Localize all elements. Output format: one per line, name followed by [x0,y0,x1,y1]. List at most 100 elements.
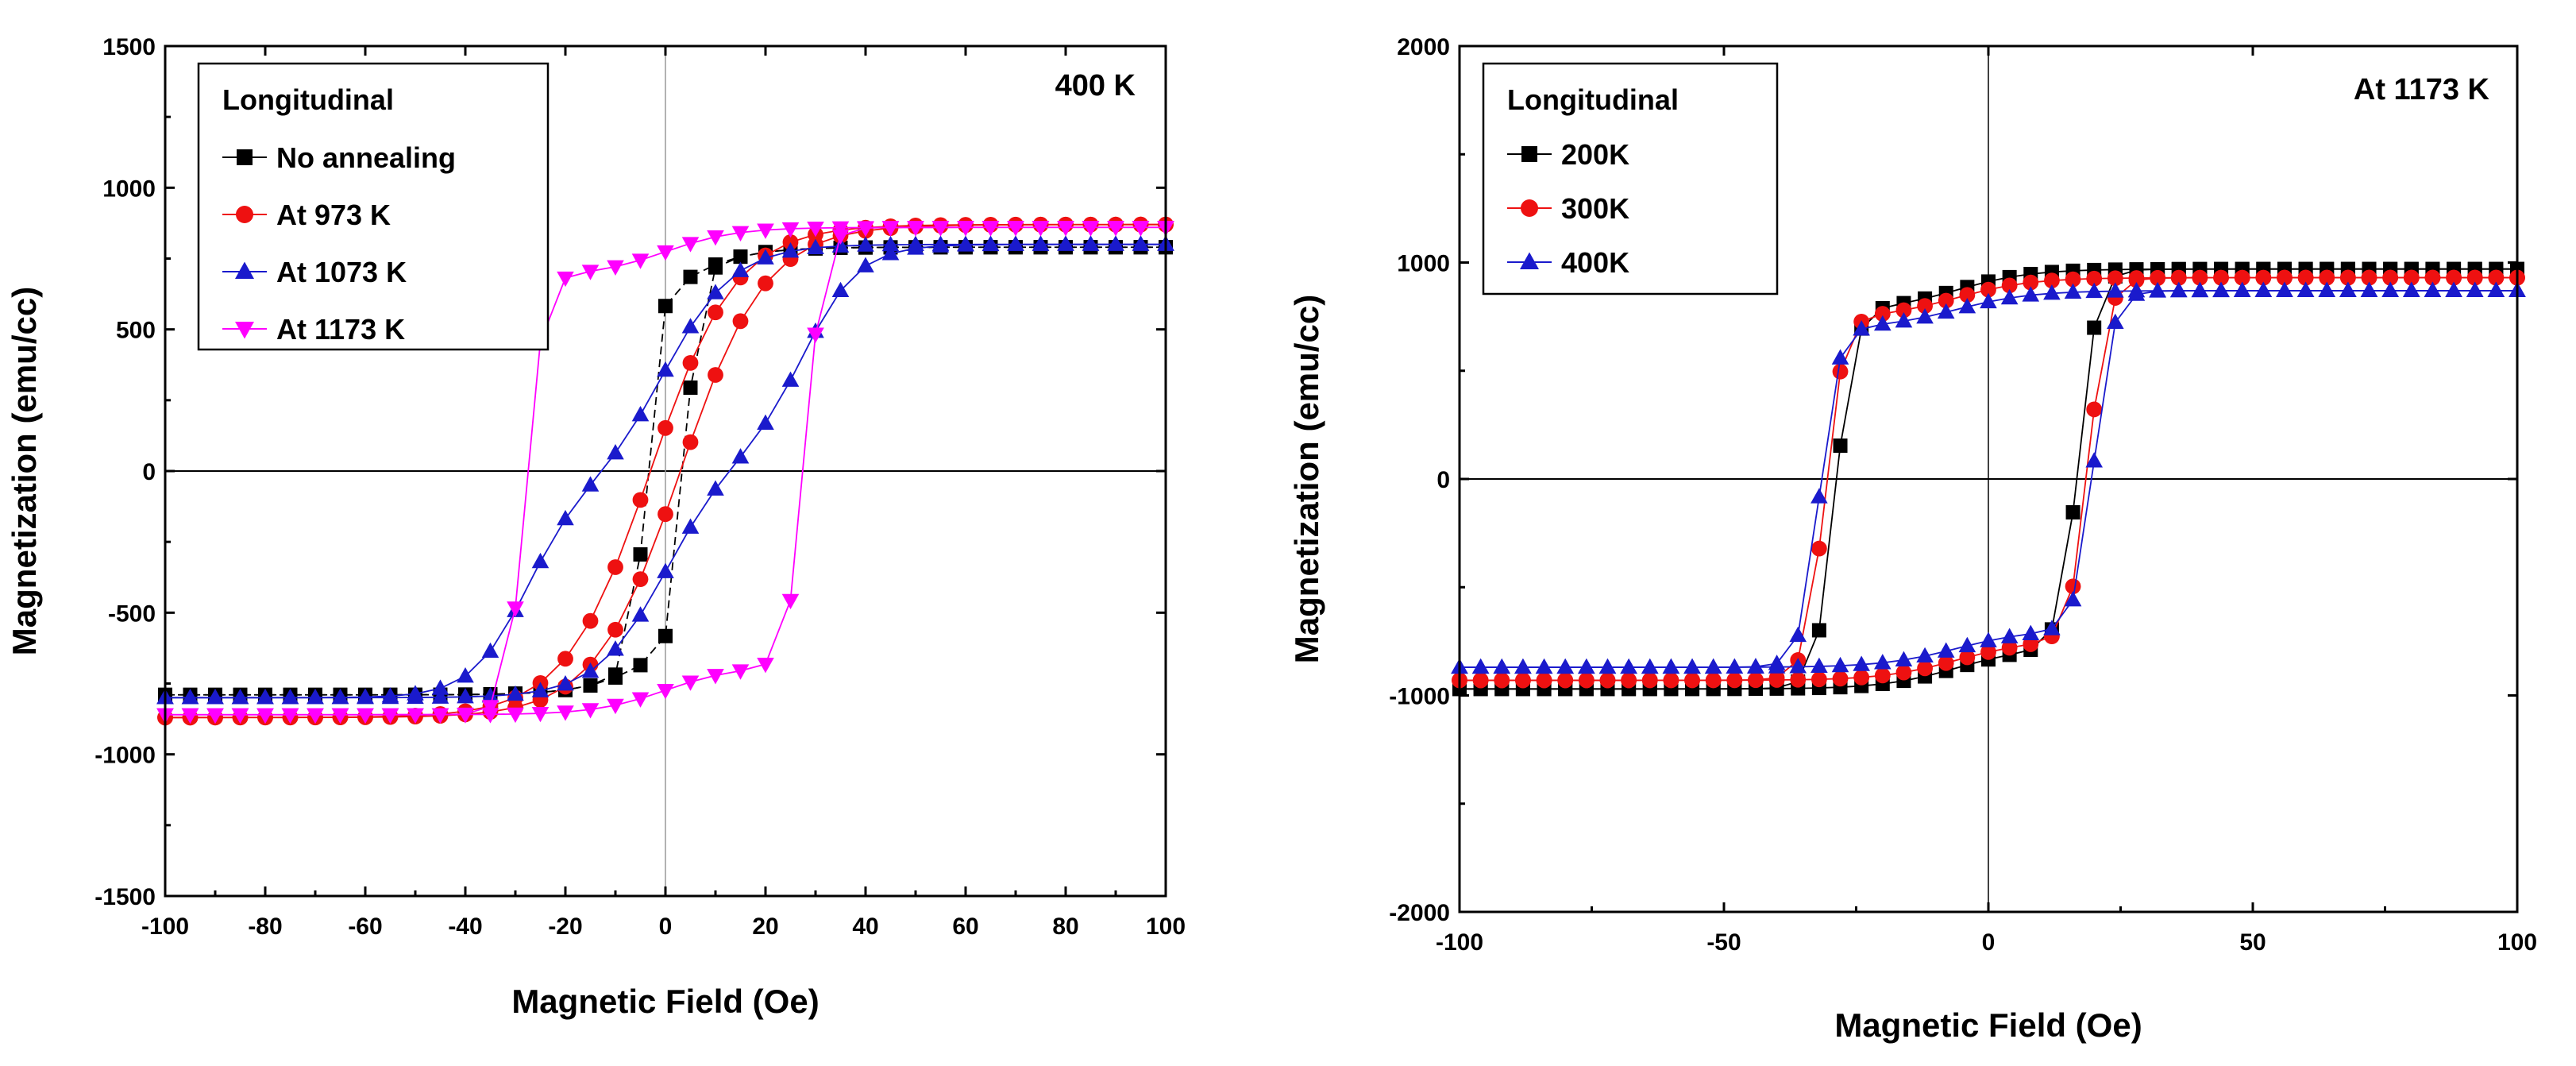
data-point [781,593,800,610]
chart-right-1173k: -100 -50 0 50 100 -2000 -1000 0 1000 2000 Magnetic… [1288,34,2537,1044]
data-point [683,380,698,396]
x-tick-label: 60 [952,913,978,940]
data-point [531,706,550,723]
data-point [407,688,424,705]
data-point [781,242,800,258]
data-point [2233,281,2251,298]
data-point [681,518,700,534]
x-tick-label: 0 [1982,929,1996,956]
data-point [2297,269,2314,286]
data-point [707,284,724,299]
data-point [1811,623,1826,638]
data-point [407,708,424,724]
data-point [1599,672,1616,689]
data-point [582,612,599,629]
data-point [457,708,474,724]
x-tick-label: -80 [248,913,282,940]
data-point [206,708,224,724]
data-point [1082,235,1100,251]
data-point [2065,504,2080,519]
y-tick-label: -500 [108,601,156,627]
data-point [357,689,374,705]
data-point [256,708,274,724]
y-tick-label: 500 [116,318,156,344]
data-point [581,476,600,492]
data-point [2064,590,2082,607]
data-point [2213,269,2229,286]
legend-label: At 1173 K [276,313,405,346]
data-point [907,239,924,255]
data-point [557,705,574,721]
x-axis-label: Magnetic Field (Oe) [511,983,819,1020]
data-point [2318,281,2336,298]
data-point [657,245,674,261]
data-point [507,685,524,701]
x-tick-label: 50 [2239,929,2266,956]
data-point [2044,272,2060,289]
data-point [1833,438,1848,454]
data-point [607,559,623,575]
data-point [181,689,199,705]
data-point [1515,672,1531,689]
data-point [658,628,673,643]
legend-marker [1521,199,1538,217]
series-at-1073-k [156,235,1174,705]
x-axis-label: Magnetic Field (Oe) [1834,1006,2142,1044]
legend-box [1482,62,1779,295]
series-line [164,246,1167,696]
data-point [633,658,648,673]
data-point [1641,672,1658,689]
x-tick-label: 100 [1146,913,1186,940]
data-point [231,708,249,724]
legend-label: 200K [1561,138,1629,171]
data-point [1768,658,1786,674]
data-point [731,448,750,464]
data-point [2381,281,2399,298]
data-point [2169,281,2188,298]
y-axis-label: Magnetization (emu/cc) [1288,295,1325,663]
data-point [581,703,600,719]
data-point [581,662,600,678]
data-point [758,275,773,292]
data-point [1663,672,1679,689]
data-point [857,221,874,238]
data-point [1853,669,1870,686]
data-point [2445,281,2462,298]
x-tick-label: 40 [852,913,878,940]
data-point [881,221,900,237]
data-point [981,235,1000,252]
data-point [1937,303,1955,319]
data-point [657,361,674,377]
data-point [657,419,673,436]
data-point [2085,452,2103,468]
data-point [607,640,624,656]
data-point [507,601,524,617]
data-point [1980,643,1996,660]
data-point [2234,269,2250,286]
data-point [381,688,399,705]
data-point [632,492,649,508]
legend-marker [235,261,254,279]
y-axis-label: Magnetization (emu/cc) [6,287,43,655]
data-point [1874,315,1892,331]
data-point [731,226,750,241]
x-tick-label: -40 [448,913,482,940]
data-point [1705,672,1722,689]
data-point [2466,281,2484,298]
data-point [1811,540,1827,557]
data-point [1831,349,1849,365]
data-point [631,405,650,422]
data-point [2339,269,2356,286]
data-point [931,237,950,253]
data-point [1032,221,1050,237]
y-tick-label: -1000 [1389,684,1450,710]
data-point [831,221,850,237]
data-point [1831,656,1849,673]
data-point [2065,578,2081,595]
data-point [1082,221,1100,237]
legend-label: At 973 K [276,199,391,231]
data-point [331,689,349,705]
data-point [531,682,550,697]
data-point [1132,235,1150,251]
y-tick-label: 0 [1436,467,1450,493]
